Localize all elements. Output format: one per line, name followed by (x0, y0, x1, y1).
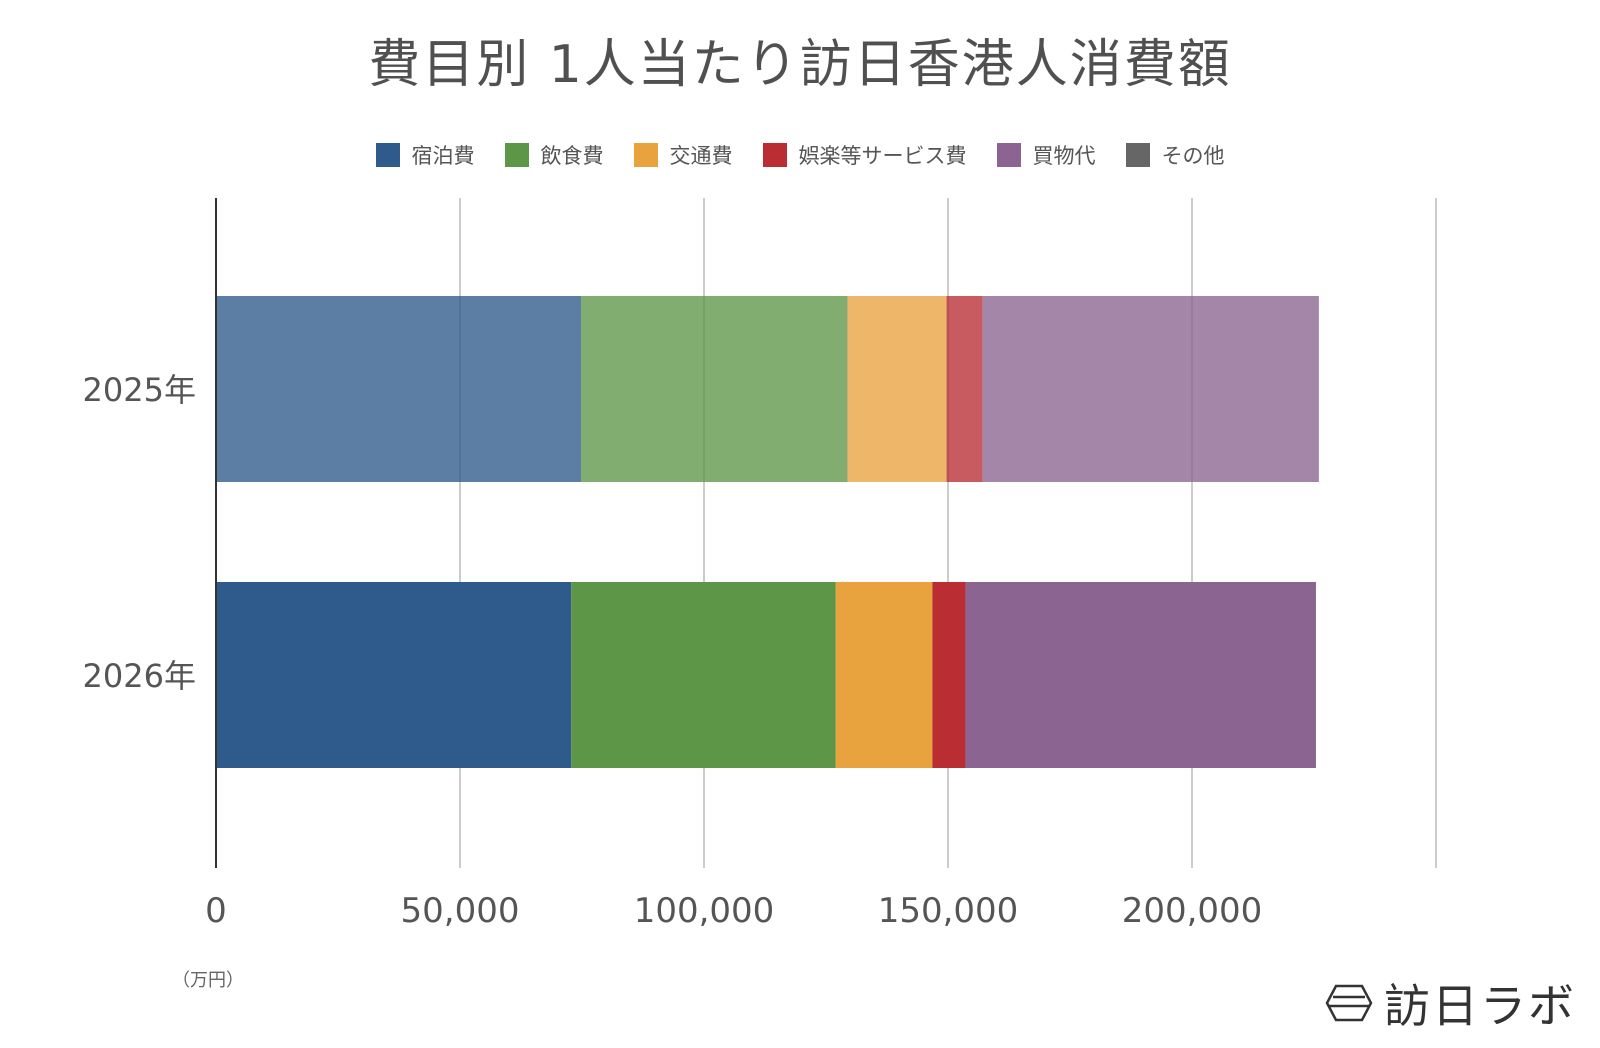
legend: 宿泊費 飲食費 交通費 娯楽等サービス費 買物代 その他 (0, 140, 1600, 170)
legend-swatch (1125, 143, 1150, 167)
bar-segment (847, 296, 947, 482)
x-tick-label: 200,000 (1122, 891, 1263, 931)
x-tick-label: 150,000 (878, 891, 1019, 931)
bar-segment (982, 296, 1319, 482)
brand-name: 訪日ラボ (1384, 979, 1576, 1033)
x-tick-label: 0 (205, 891, 227, 931)
y-tick-label: 2026年 (83, 657, 196, 695)
legend-swatch (762, 143, 787, 167)
legend-swatch (633, 143, 658, 167)
legend-item: 飲食費 (504, 140, 604, 170)
bar-segment (965, 582, 1316, 768)
legend-item: 買物代 (996, 140, 1096, 170)
brand-logo: 訪日ラボ (1324, 970, 1576, 1036)
bar-segment (571, 582, 836, 768)
bar-segment (216, 582, 572, 768)
x-tick-label: 50,000 (401, 891, 520, 931)
legend-swatch (996, 143, 1021, 167)
legend-item: 宿泊費 (375, 140, 475, 170)
legend-item: その他 (1125, 140, 1225, 170)
x-axis-unit-label: （万円） (172, 970, 244, 991)
legend-label: その他 (1161, 144, 1225, 168)
legend-label: 宿泊費 (411, 144, 475, 168)
bar-segment (946, 296, 983, 482)
legend-label: 交通費 (669, 144, 733, 168)
bar-segment (581, 296, 848, 482)
bar-segment (216, 296, 582, 482)
bar-segment (932, 582, 966, 768)
chart-title: 費目別 1人当たり訪日香港人消費額 (368, 35, 1232, 95)
legend-label: 買物代 (1032, 144, 1096, 168)
legend-item: 交通費 (633, 140, 733, 170)
legend-label: 娯楽等サービス費 (798, 144, 967, 168)
x-tick-label: 100,000 (634, 891, 775, 931)
brand-mark-icon (1325, 984, 1373, 1022)
legend-swatch (375, 143, 400, 167)
bar-segment (835, 582, 933, 768)
legend-swatch (504, 143, 529, 167)
legend-label: 飲食費 (540, 144, 604, 168)
legend-item: 娯楽等サービス費 (762, 140, 967, 170)
y-tick-label: 2025年 (83, 371, 196, 409)
